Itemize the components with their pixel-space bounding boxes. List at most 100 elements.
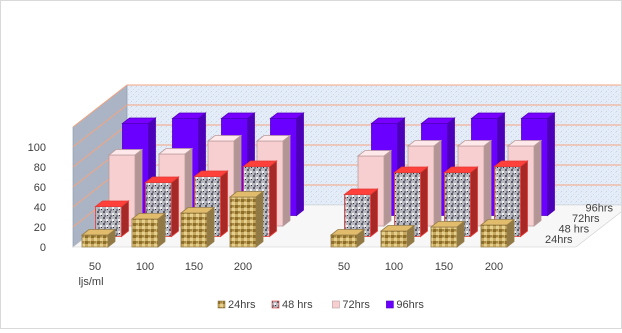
- bar-side-face: [171, 176, 179, 238]
- bar-top-face: [506, 140, 543, 147]
- bar-top-face: [80, 229, 117, 236]
- bar-side-face: [483, 139, 492, 227]
- bar-side-face: [383, 149, 392, 227]
- y-tick-label: 80: [34, 162, 46, 174]
- bar-front-face: [131, 218, 159, 248]
- bar-top-face: [356, 150, 393, 157]
- bar-side-face: [296, 112, 304, 217]
- bar-top-face: [107, 149, 144, 156]
- bar-front-face: [480, 224, 508, 248]
- legend-swatch: [332, 300, 340, 309]
- bar-24hrs-3: [228, 190, 265, 248]
- bar-front-face: [430, 226, 458, 248]
- bar-24hrs-5: [379, 224, 416, 248]
- bar-top-face: [228, 191, 265, 198]
- bar-top-face: [121, 117, 157, 124]
- bar-front-face: [330, 234, 358, 248]
- x-tick-label: 150: [435, 261, 453, 273]
- gridline: [72, 124, 128, 168]
- x-tick-label: 200: [234, 261, 252, 273]
- bar-front-face: [229, 196, 257, 248]
- bar-side-face: [255, 190, 264, 248]
- y-tick-label: 40: [34, 202, 46, 214]
- bar-side-face: [269, 160, 277, 238]
- bar-top-face: [370, 117, 406, 124]
- bar-48hrs-6: [443, 166, 479, 238]
- x-group-sublabel: ljs/ml: [78, 276, 103, 288]
- bar-top-face: [179, 207, 216, 214]
- y-tick-label: 0: [40, 242, 46, 254]
- bar-top-face: [379, 225, 416, 232]
- bar-24hrs-2: [179, 206, 216, 248]
- y-tick-label: 100: [28, 142, 46, 154]
- bar-top-face: [470, 112, 506, 119]
- x-tick-label: 50: [89, 261, 101, 273]
- bar-top-face: [406, 140, 443, 147]
- gridline: [72, 84, 128, 128]
- x-tick-label: 50: [338, 261, 350, 273]
- bar-front-face: [180, 212, 208, 248]
- bar-24hrs-4: [329, 228, 366, 248]
- bar-side-face: [370, 188, 378, 238]
- bar-top-face: [242, 160, 278, 167]
- bar-top-face: [520, 112, 556, 119]
- bar-24hrs-0: [80, 228, 117, 248]
- bar-top-face: [479, 219, 516, 226]
- bar-side-face: [121, 200, 129, 238]
- chart-legend: 24hrs 48 hrs 72hrs 96hrs: [217, 299, 424, 311]
- bar-side-face: [282, 134, 291, 227]
- bar-top-face: [255, 135, 292, 142]
- bar-72hrs-6: [456, 139, 493, 227]
- bar-side-face: [547, 112, 555, 217]
- y-tick-label: 60: [34, 182, 46, 194]
- bar-24hrs-7: [479, 218, 516, 248]
- bar-side-face: [470, 166, 478, 238]
- bar-top-face: [206, 135, 243, 142]
- legend-swatch: [386, 300, 394, 309]
- legend-label: 48 hrs: [282, 299, 313, 311]
- bar-top-face: [443, 166, 479, 173]
- bar-side-face: [533, 139, 542, 227]
- bar-front-face: [380, 230, 408, 248]
- bar-top-face: [456, 140, 493, 147]
- gridline: [72, 104, 128, 148]
- bar-top-face: [157, 148, 194, 155]
- bar-top-face: [393, 166, 429, 173]
- legend-swatch: [271, 300, 280, 309]
- bar-24hrs-6: [429, 220, 466, 248]
- bar-top-face: [94, 200, 130, 207]
- bar-top-face: [193, 170, 229, 177]
- legend-label: 72hrs: [342, 299, 370, 311]
- bar-side-face: [206, 206, 215, 248]
- bar-top-face: [493, 160, 529, 167]
- legend-label: 96hrs: [396, 299, 424, 311]
- bar-top-face: [429, 221, 466, 228]
- bar-top-face: [130, 213, 167, 220]
- depth-label: 48 hrs: [559, 224, 590, 236]
- x-tick-label: 200: [485, 261, 503, 273]
- legend-swatch: [217, 300, 226, 309]
- bar-top-face: [171, 112, 207, 119]
- y-tick-label: 20: [34, 222, 46, 234]
- bar-48hrs-4: [343, 188, 379, 238]
- bar-top-face: [269, 112, 305, 119]
- bar-top-face: [329, 229, 366, 236]
- bar-top-face: [144, 176, 180, 183]
- bar-side-face: [520, 160, 528, 238]
- depth-label: 24hrs: [545, 234, 573, 246]
- bar-front-face: [81, 234, 109, 248]
- bar-48hrs-5: [393, 166, 429, 238]
- x-tick-label: 150: [185, 261, 203, 273]
- bar-top-face: [343, 188, 379, 195]
- bar-top-face: [220, 112, 256, 119]
- x-tick-label: 100: [136, 261, 154, 273]
- depth-label: 96hrs: [586, 203, 614, 215]
- bar-side-face: [220, 170, 228, 238]
- bar-top-face: [420, 117, 456, 124]
- legend-label: 24hrs: [228, 299, 256, 311]
- bar-side-face: [420, 166, 428, 238]
- x-tick-label: 100: [385, 261, 403, 273]
- bar-side-face: [433, 139, 442, 227]
